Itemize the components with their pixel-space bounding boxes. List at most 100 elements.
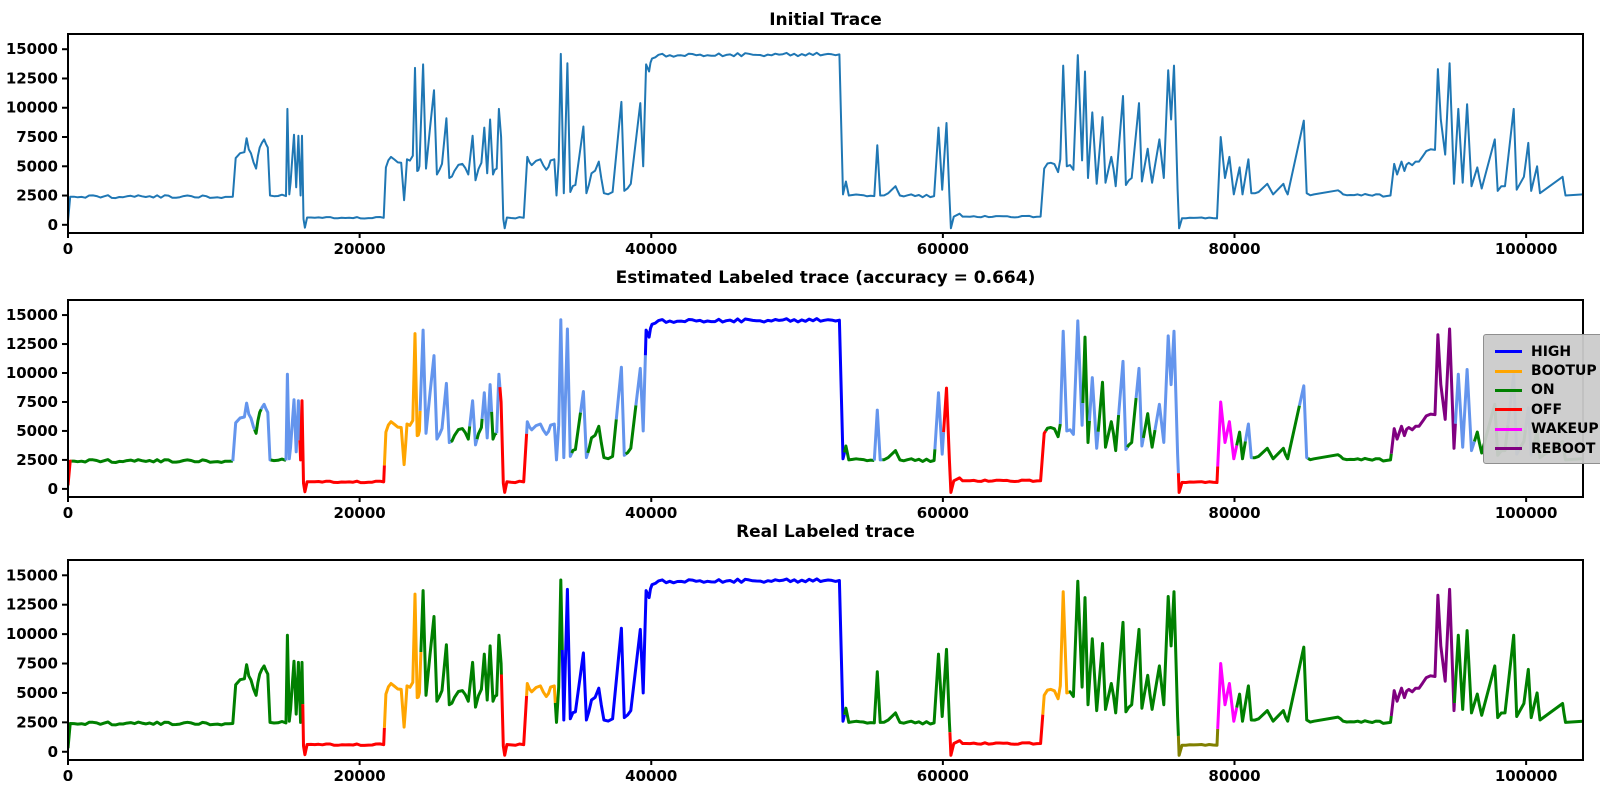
trace-segment-unlabeled — [418, 328, 452, 444]
trace-segment-on — [1252, 405, 1301, 461]
trace-segment-unlabeled — [1453, 368, 1476, 453]
legend-line-sample — [1495, 350, 1522, 354]
trace-segment-initial — [68, 51, 1583, 230]
trace-segment-on — [586, 419, 618, 461]
trace-segment-on — [270, 457, 287, 463]
trace-segment-on — [1141, 412, 1157, 449]
trace-segment-off — [1176, 466, 1220, 494]
panel-real-title: Real Labeled trace — [736, 522, 915, 542]
trace-segment-unlabeled — [495, 372, 502, 434]
y-tick-label: 12500 — [6, 69, 58, 87]
y-tick-label: 0 — [48, 743, 58, 761]
trace-segment-off — [948, 714, 1045, 757]
legend-item-reboot: REBOOT — [1495, 439, 1600, 458]
trace-segment-high — [560, 577, 846, 723]
trace-segment-on — [1452, 629, 1583, 724]
x-tick-label: 100000 — [1495, 504, 1558, 522]
x-tick-label: 60000 — [917, 504, 969, 522]
y-tick-label: 7500 — [16, 393, 58, 411]
trace-segment-off — [498, 386, 529, 494]
x-tick-label: 100000 — [1495, 767, 1558, 785]
trace-segment-on — [450, 426, 472, 444]
y-tick-label: 12500 — [6, 596, 58, 614]
trace-segment-unlabeled — [1117, 359, 1129, 451]
legend-line-sample — [1495, 447, 1522, 451]
trace-segment-on — [1081, 335, 1091, 444]
trace-segment-on — [475, 418, 484, 440]
legend-item-on: ON — [1495, 381, 1600, 400]
y-tick-label: 7500 — [16, 655, 58, 673]
x-tick-label: 80000 — [1208, 767, 1260, 785]
legend-label: REBOOT — [1531, 440, 1596, 457]
trace-segment-unlabeled — [468, 399, 479, 447]
legend-line-sample — [1495, 388, 1522, 392]
legend-label: OFF — [1531, 401, 1563, 418]
trace-segment-off — [499, 674, 529, 757]
y-tick-label: 15000 — [6, 306, 58, 324]
trace-segment-unlabeled — [525, 318, 574, 462]
panel-2-traces — [68, 577, 1583, 757]
trace-segment-on — [419, 589, 503, 709]
legend-label: HIGH — [1531, 343, 1572, 360]
y-tick-label: 2500 — [16, 451, 58, 469]
trace-segment-off — [301, 704, 386, 757]
panel-0-traces — [68, 51, 1583, 230]
y-tick-label: 15000 — [6, 40, 58, 58]
panel-1-traces — [68, 317, 1583, 494]
trace-segment-high — [643, 317, 846, 461]
trace-segment-on — [1235, 430, 1247, 461]
trace-segment-on — [490, 411, 498, 441]
legend-line-sample — [1495, 369, 1522, 373]
x-tick-label: 80000 — [1208, 240, 1260, 258]
x-tick-label: 20000 — [334, 240, 386, 258]
axes-frame — [67, 299, 1584, 498]
trace-segment-unlabeled — [231, 401, 256, 462]
trace-segment-reboot — [1389, 327, 1457, 454]
y-tick-label: 5000 — [16, 684, 58, 702]
trace-segment-on — [1068, 579, 1180, 736]
trace-segment-unlabeled — [1058, 319, 1085, 436]
x-tick-label: 0 — [63, 240, 73, 258]
y-tick-label: 10000 — [6, 99, 58, 117]
legend-box: HIGH BOOTUP ON OFF WAKEUP REBOOT — [1483, 334, 1600, 464]
y-tick-label: 10000 — [6, 625, 58, 643]
trace-segment-on — [71, 458, 233, 464]
x-tick-label: 0 — [63, 767, 73, 785]
axes-frame — [67, 559, 1584, 761]
y-tick-label: 2500 — [16, 187, 58, 205]
trace-segment-unlabeled — [1134, 366, 1145, 448]
trace-segment-on — [570, 412, 582, 454]
x-tick-label: 20000 — [334, 767, 386, 785]
x-tick-label: 40000 — [625, 767, 677, 785]
y-tick-label: 0 — [48, 216, 58, 234]
legend-label: ON — [1531, 382, 1555, 399]
panel-estimated-title: Estimated Labeled trace (accuracy = 0.66… — [615, 268, 1036, 288]
trace-segment-unlabeled — [579, 390, 590, 460]
trace-segment-wakeup — [1216, 662, 1239, 729]
trace-segment-on — [624, 405, 638, 456]
trace-segment-on — [253, 408, 263, 435]
legend-line-sample — [1495, 427, 1522, 431]
legend-label: BOOTUP — [1531, 363, 1597, 380]
y-tick-label: 0 — [48, 480, 58, 498]
trace-segment-unlabeled — [933, 391, 946, 456]
trace-segment-unlabeled — [259, 402, 272, 462]
trace-segment-unlabeled — [872, 408, 883, 462]
y-tick-label: 5000 — [16, 422, 58, 440]
trace-segment-off — [298, 399, 386, 494]
x-tick-label: 100000 — [1495, 240, 1558, 258]
x-tick-label: 0 — [63, 504, 73, 522]
trace-segment-on — [843, 444, 875, 463]
x-tick-label: 40000 — [625, 504, 677, 522]
x-tick-label: 80000 — [1208, 504, 1260, 522]
legend-label: WAKEUP — [1531, 421, 1599, 438]
trace-segment-on — [68, 633, 305, 749]
trace-segment-on — [1307, 453, 1393, 463]
trace-segment-bootup — [382, 592, 423, 729]
y-tick-label: 12500 — [6, 335, 58, 353]
trace-segment-on — [1235, 645, 1393, 725]
trace-segment-on — [553, 578, 564, 724]
axes-frame — [67, 33, 1584, 234]
